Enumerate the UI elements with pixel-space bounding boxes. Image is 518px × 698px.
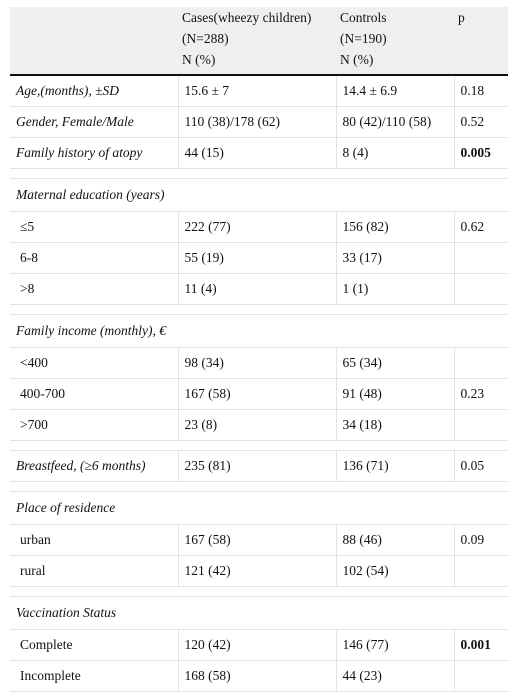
cases-value: 167 (58): [177, 524, 336, 556]
p-value: 0.005: [453, 137, 508, 169]
p-value: 0.52: [453, 106, 508, 138]
controls-value: 91 (48): [335, 378, 454, 410]
row-label: Breastfeed, (≥6 months): [10, 450, 178, 482]
spacer-row: [10, 304, 508, 315]
cases-value: 55 (19): [177, 242, 336, 274]
table-row: Complete 120 (42) 146 (77) 0.001: [10, 629, 508, 661]
cases-value: 98 (34): [177, 347, 336, 379]
controls-value: 65 (34): [335, 347, 454, 379]
table-row: 400-700 167 (58) 91 (48) 0.23: [10, 378, 508, 410]
header-row: Cases(wheezy children) (N=288) N (%) Con…: [10, 7, 508, 76]
controls-value: 33 (17): [335, 242, 454, 274]
controls-value: 88 (46): [335, 524, 454, 556]
spacer-row: [10, 168, 508, 179]
controls-value: 1 (1): [335, 273, 454, 305]
controls-value: 156 (82): [335, 211, 454, 243]
section-label: Vaccination Status: [10, 596, 508, 630]
controls-value: 80 (42)/110 (58): [335, 106, 454, 138]
table-row: Gender, Female/Male 110 (38)/178 (62) 80…: [10, 106, 508, 138]
section-header-row: Family income (monthly), €: [10, 314, 508, 348]
section-label: Family income (monthly), €: [10, 314, 508, 348]
p-value: [453, 347, 508, 379]
table-row: >700 23 (8) 34 (18): [10, 409, 508, 441]
spacer-row: [10, 440, 508, 451]
p-value: 0.09: [453, 524, 508, 556]
p-value: 0.05: [453, 450, 508, 482]
controls-value: 44 (23): [335, 660, 454, 692]
table-row: ≤5 222 (77) 156 (82) 0.62: [10, 211, 508, 243]
cases-value: 167 (58): [177, 378, 336, 410]
section-header-row: Place of residence: [10, 491, 508, 525]
cases-value: 11 (4): [177, 273, 336, 305]
controls-value: 8 (4): [335, 137, 454, 169]
row-label: Incomplete: [10, 660, 178, 692]
cases-value: 235 (81): [177, 450, 336, 482]
cases-value: 110 (38)/178 (62): [177, 106, 336, 138]
section-header-row: Maternal education (years): [10, 178, 508, 212]
header-blank: [10, 7, 178, 76]
cases-value: 222 (77): [177, 211, 336, 243]
row-label: ≤5: [10, 211, 178, 243]
cases-value: 120 (42): [177, 629, 336, 661]
section-label: Place of residence: [10, 491, 508, 525]
row-label: Gender, Female/Male: [10, 106, 178, 138]
cases-value: 15.6 ± 7: [177, 75, 336, 107]
cases-value: 44 (15): [177, 137, 336, 169]
row-label: urban: [10, 524, 178, 556]
p-value: [453, 409, 508, 441]
table-row: rural 121 (42) 102 (54): [10, 555, 508, 587]
p-value: [453, 273, 508, 305]
table-row: Incomplete 168 (58) 44 (23): [10, 660, 508, 692]
section-label: Maternal education (years): [10, 178, 508, 212]
header-controls: Controls (N=190) N (%): [336, 7, 454, 76]
controls-value: 136 (71): [335, 450, 454, 482]
row-label: Family history of atopy: [10, 137, 178, 169]
section-header-row: Vaccination Status: [10, 596, 508, 630]
controls-value: 34 (18): [335, 409, 454, 441]
row-label: >8: [10, 273, 178, 305]
p-value: [453, 660, 508, 692]
table-row: >8 11 (4) 1 (1): [10, 273, 508, 305]
row-label: Age,(months), ±SD: [10, 75, 178, 107]
table-row: 6-8 55 (19) 33 (17): [10, 242, 508, 274]
characteristics-table: Cases(wheezy children) (N=288) N (%) Con…: [10, 7, 508, 692]
table-row: urban 167 (58) 88 (46) 0.09: [10, 524, 508, 556]
row-label: <400: [10, 347, 178, 379]
controls-value: 146 (77): [335, 629, 454, 661]
spacer-row: [10, 481, 508, 492]
table-row: Age,(months), ±SD 15.6 ± 7 14.4 ± 6.9 0.…: [10, 75, 508, 107]
row-label: 6-8: [10, 242, 178, 274]
row-label: >700: [10, 409, 178, 441]
spacer-row: [10, 586, 508, 597]
table-row: Breastfeed, (≥6 months) 235 (81) 136 (71…: [10, 450, 508, 482]
table-row: Family history of atopy 44 (15) 8 (4) 0.…: [10, 137, 508, 169]
header-cases: Cases(wheezy children) (N=288) N (%): [178, 7, 336, 76]
p-value: [453, 555, 508, 587]
cases-value: 121 (42): [177, 555, 336, 587]
table-row: <400 98 (34) 65 (34): [10, 347, 508, 379]
row-label: Complete: [10, 629, 178, 661]
cases-value: 168 (58): [177, 660, 336, 692]
p-value: 0.001: [453, 629, 508, 661]
controls-value: 14.4 ± 6.9: [335, 75, 454, 107]
p-value: 0.62: [453, 211, 508, 243]
row-label: 400-700: [10, 378, 178, 410]
cases-value: 23 (8): [177, 409, 336, 441]
row-label: rural: [10, 555, 178, 587]
controls-value: 102 (54): [335, 555, 454, 587]
p-value: 0.23: [453, 378, 508, 410]
p-value: 0.18: [453, 75, 508, 107]
header-p: p: [454, 7, 508, 76]
p-value: [453, 242, 508, 274]
